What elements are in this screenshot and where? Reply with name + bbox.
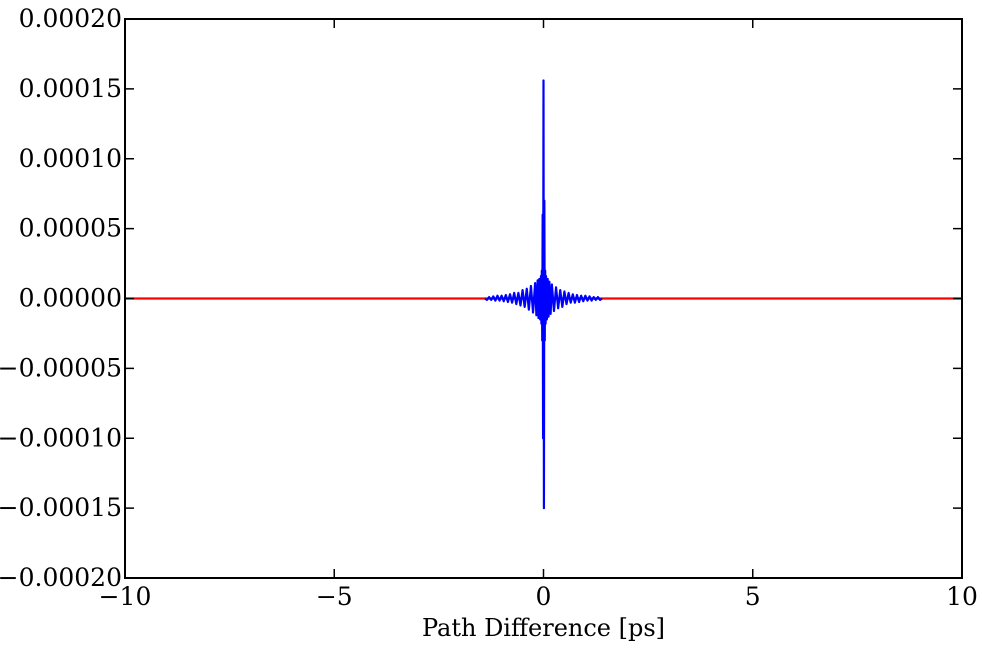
series-line-2 [484,79,603,510]
x-tick-label: 0 [536,582,552,611]
y-tick-label: 0.00015 [19,74,122,103]
y-tick-label: 0.00000 [19,284,122,313]
y-tick-label: 0.00020 [19,4,122,33]
x-tick-label: −10 [99,582,152,611]
y-tick-label: 0.00005 [19,214,122,243]
labels-layer: −10 −5 0 5 10 −0.00020 −0.00015 −0.00010 −0.0000… [0,4,978,611]
y-tick-label: −0.00005 [0,353,122,382]
y-tick-label: 0.00010 [19,144,122,173]
x-axis-label: Path Difference [ps] [422,614,665,642]
y-tick-label: −0.00010 [0,423,122,452]
x-tick-label: −5 [316,582,353,611]
x-tick-label: 10 [946,582,978,611]
plot-frame [124,18,963,579]
y-tick-label: −0.00015 [0,493,122,522]
y-tick-label: −0.00020 [0,563,122,592]
x-tick-label: 5 [745,582,761,611]
series-layer [125,79,962,510]
